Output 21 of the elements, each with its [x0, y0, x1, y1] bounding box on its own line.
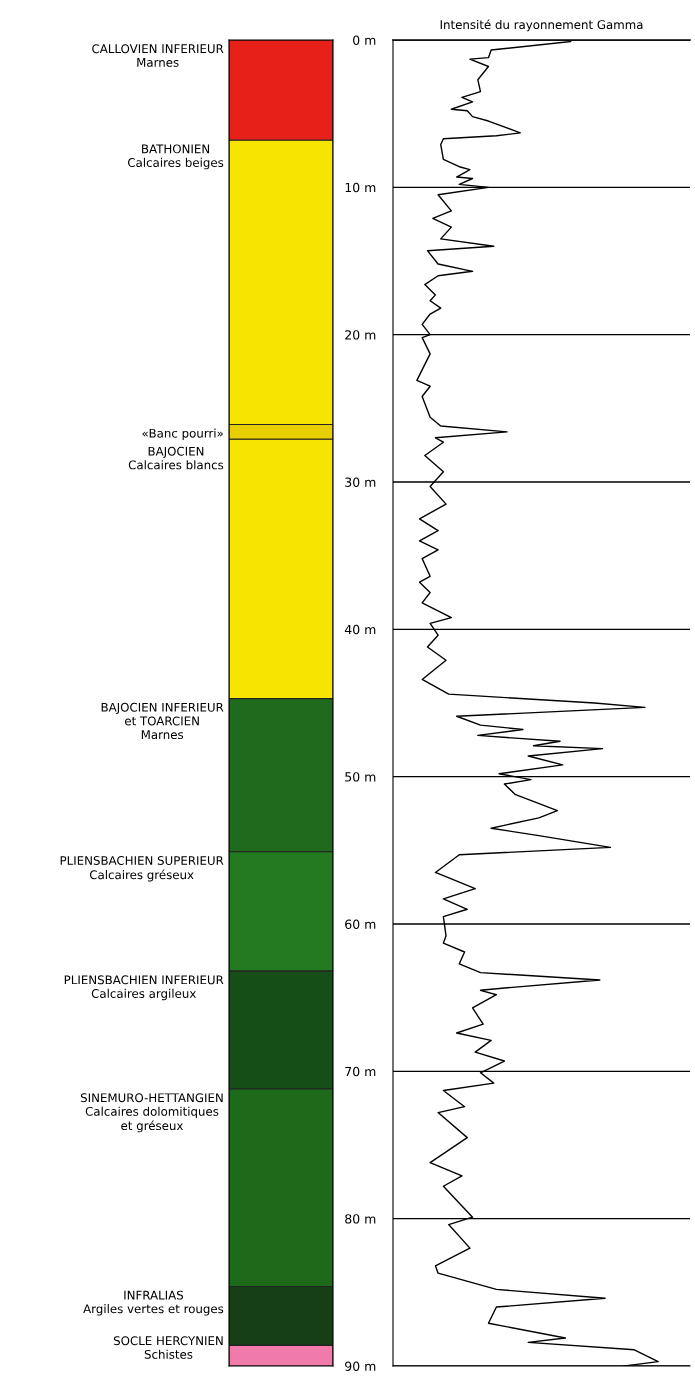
- y-tick-label: 30 m: [345, 477, 376, 487]
- y-tick-label: 40 m: [344, 624, 376, 635]
- series-label: «Banc pourri»: [142, 428, 223, 440]
- y-tick-label: 20 m: [345, 330, 376, 340]
- chart-title: Intensité du rayonnement Gamma: [440, 19, 643, 32]
- series-label: CALLOVIEN INFERIEUR Marnes: [92, 44, 224, 67]
- y-tick-label: 90 m: [345, 1361, 376, 1371]
- y-tick-label: 80 m: [345, 1214, 376, 1224]
- y-tick-label: 70 m: [345, 1066, 376, 1077]
- series-label: SOCLE HERCYNIEN Schistes: [113, 1336, 223, 1359]
- series-label: BAJOCIEN Calcaires blancs: [128, 446, 224, 470]
- series-label: BATHONIEN Calcaires beiges: [128, 144, 224, 170]
- series-label: INFRALIAS Argiles vertes et rouges: [83, 1290, 224, 1316]
- series-label: PLIENSBACHIEN INFERIEUR Calcaires argileux: [64, 975, 224, 1001]
- y-tick-label: 0 m: [353, 35, 376, 45]
- series-label: BAJOCIEN INFERIEUR et TOARCIEN Marnes: [101, 702, 224, 740]
- series-label: PLIENSBACHIEN SUPERIEUR Calcaires gréseux: [60, 856, 224, 882]
- series-label: SINEMURO-HETTANGIEN Calcaires dolomitiques et gréseux: [80, 1093, 223, 1133]
- y-tick-label: 10 m: [345, 182, 376, 193]
- y-tick-label: 60 m: [345, 919, 376, 929]
- y-tick-label: 50 m: [345, 772, 376, 782]
